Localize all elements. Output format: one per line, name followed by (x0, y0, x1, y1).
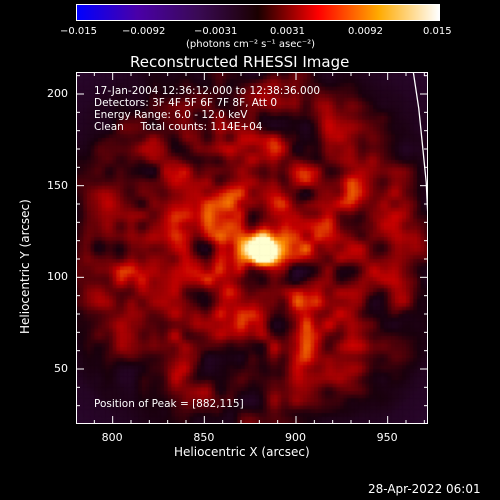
info-time-range: 17-Jan-2004 12:36:12.000 to 12:38:36.000 (94, 85, 321, 97)
plot-area (76, 72, 428, 424)
x-tick-label: 950 (376, 431, 398, 444)
y-tick-label: 150 (47, 178, 68, 192)
info-detectors: Detectors: 3F 4F 5F 6F 7F 8F, Att 0 (94, 97, 278, 109)
colorbar-tick: 0.0031 (270, 26, 305, 37)
solar-limb-line (412, 72, 428, 232)
y-tick-label: 100 (47, 270, 68, 284)
colorbar-ticks: −0.015 −0.0092 −0.0031 0.0031 0.0092 0.0… (0, 0, 500, 40)
x-axis-label: Heliocentric X (arcsec) (174, 445, 310, 459)
y-tick-label: 200 (47, 87, 68, 100)
colorbar-gradient (77, 5, 439, 20)
plot-overlay (76, 72, 428, 424)
info-clean-counts: Clean Total counts: 1.14E+04 (94, 121, 263, 133)
footer-date: 28-Apr-2022 06:01 (368, 482, 481, 496)
colorbar-tick: −0.015 (60, 26, 98, 37)
colorbar (76, 4, 440, 21)
heatmap-image (76, 72, 428, 424)
x-tick-label: 850 (193, 431, 215, 444)
y-axis-label: Heliocentric Y (arcsec) (18, 199, 32, 334)
peak-position-label: Position of Peak = [882,115] (94, 398, 244, 410)
colorbar-tick: 0.015 (423, 26, 452, 37)
colorbar-unit-label: (photons cm⁻² s⁻¹ asec⁻²) (186, 39, 316, 50)
colorbar-tick: −0.0031 (194, 26, 238, 37)
x-tick-label: 900 (285, 431, 306, 444)
x-tick-label: 800 (101, 431, 123, 444)
plot-frame (76, 72, 428, 424)
info-energy-range: Energy Range: 6.0 - 12.0 keV (94, 109, 248, 121)
colorbar-tick: 0.0092 (348, 26, 383, 37)
y-tick-label: 50 (54, 362, 68, 375)
colorbar-tick: −0.0092 (122, 26, 166, 37)
chart-title: Reconstructed RHESSI Image (130, 53, 350, 71)
